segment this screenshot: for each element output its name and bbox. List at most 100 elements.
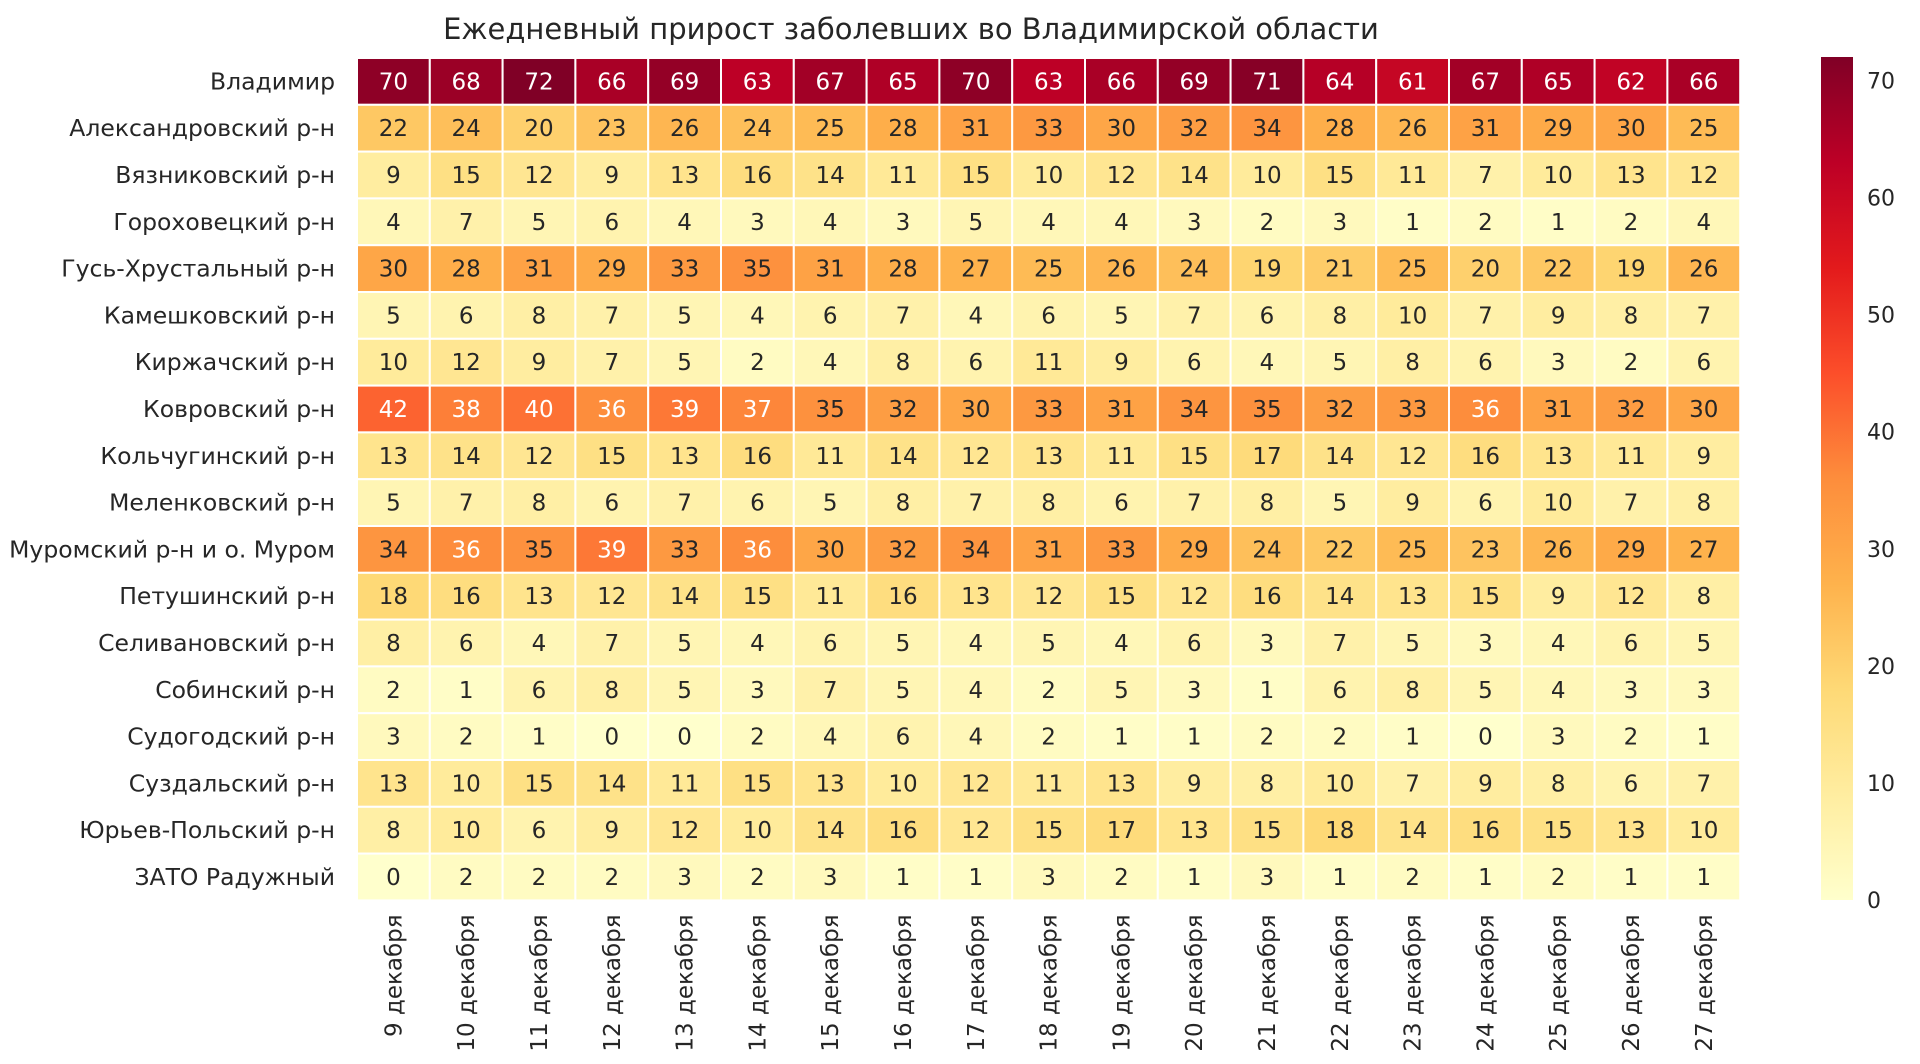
heatmap-cell [356, 103, 431, 153]
heatmap-cell [1520, 571, 1596, 621]
cell-value-label: 2 [532, 865, 547, 891]
cell-value-label: 8 [1696, 584, 1711, 610]
cell-value-label: 29 [1544, 116, 1573, 142]
cell-value-label: 5 [1114, 303, 1129, 329]
cell-value-label: 13 [1398, 584, 1427, 610]
cell-value-label: 40 [524, 397, 553, 423]
heatmap-cell [938, 337, 1014, 387]
cell-value-label: 8 [1551, 771, 1566, 797]
cell-value-label: 8 [532, 491, 547, 517]
cell-value-label: 34 [1180, 397, 1209, 423]
cell-value-label: 5 [968, 210, 983, 236]
column-label: 10 декабря [454, 914, 480, 1051]
cell-value-label: 9 [1551, 584, 1566, 610]
heatmap-cell [1448, 665, 1523, 715]
column-label: 13 декабря [673, 914, 699, 1051]
cell-value-label: 14 [1325, 444, 1354, 470]
cell-value-label: 1 [1696, 865, 1711, 891]
row-label: Судогодский р-н [127, 723, 335, 751]
column-label: 18 декабря [1037, 914, 1063, 1051]
heatmap-cell [647, 665, 723, 715]
cell-value-label: 33 [1107, 537, 1136, 563]
cell-value-label: 3 [823, 865, 838, 891]
heatmap-cell [1520, 291, 1596, 340]
heatmap-cell [1448, 525, 1523, 574]
cell-value-label: 1 [1114, 725, 1129, 751]
heatmap-cell [1666, 852, 1742, 902]
heatmap-cell [1593, 103, 1669, 153]
cell-value-label: 1 [896, 865, 911, 891]
cell-value-label: 6 [532, 818, 547, 844]
cell-value-label: 10 [452, 771, 481, 797]
cell-value-label: 5 [677, 631, 692, 657]
cell-value-label: 7 [1187, 491, 1202, 517]
cell-value-label: 5 [532, 210, 547, 236]
cell-value-label: 16 [743, 444, 772, 470]
row-label: Кольчугинский р-н [100, 442, 335, 470]
heatmap-cell [1011, 571, 1087, 621]
cell-value-label: 70 [961, 69, 990, 95]
cell-value-label: 15 [743, 584, 772, 610]
cell-value-label: 1 [1187, 725, 1202, 751]
cell-value-label: 3 [386, 725, 401, 751]
row-label: Гороховецкий р-н [113, 208, 335, 236]
cell-value-label: 3 [1041, 865, 1056, 891]
heatmap-cell [1448, 384, 1523, 434]
cell-value-label: 14 [816, 818, 845, 844]
heatmap-cell [356, 57, 431, 106]
heatmap-cell [1448, 852, 1523, 902]
heatmap-cell [865, 852, 941, 902]
heatmap-cell [1448, 150, 1523, 200]
cell-value-label: 6 [532, 678, 547, 704]
cell-value-label: 3 [1478, 631, 1493, 657]
heatmap-cell [356, 244, 431, 293]
cell-value-label: 12 [1107, 163, 1136, 189]
cell-value-label: 13 [379, 771, 408, 797]
cell-value-label: 10 [1544, 491, 1573, 517]
heatmap-cell [865, 571, 941, 621]
heatmap-cell [1448, 431, 1523, 481]
cell-value-label: 32 [1616, 397, 1645, 423]
column-label: 15 декабря [818, 914, 844, 1051]
cell-value-label: 6 [896, 725, 911, 751]
cell-value-label: 31 [1034, 537, 1063, 563]
heatmap-cell [1302, 665, 1378, 715]
heatmap-cell [356, 337, 431, 387]
heatmap-cell [1375, 759, 1450, 808]
cell-value-label: 70 [379, 69, 408, 95]
cell-value-label: 39 [670, 397, 699, 423]
cell-value-label: 8 [386, 631, 401, 657]
cell-value-label: 9 [1405, 491, 1420, 517]
cell-value-label: 20 [1471, 257, 1500, 283]
heatmap-cell [1666, 525, 1742, 574]
cell-value-label: 27 [961, 257, 990, 283]
heatmap-cell [501, 571, 577, 621]
cell-value-label: 28 [1325, 116, 1354, 142]
cell-value-label: 1 [1332, 865, 1347, 891]
column-label: 27 декабря [1692, 914, 1718, 1051]
heatmap-cell [1011, 57, 1087, 106]
cell-value-label: 4 [968, 631, 983, 657]
cell-value-label: 2 [1624, 210, 1639, 236]
cell-value-label: 8 [1260, 491, 1275, 517]
cell-value-label: 7 [459, 491, 474, 517]
cell-value-label: 30 [1616, 116, 1645, 142]
cell-value-label: 5 [896, 678, 911, 704]
cell-value-label: 32 [1180, 116, 1209, 142]
cell-value-label: 35 [524, 537, 553, 563]
heatmap-cell [1520, 478, 1596, 528]
cell-value-label: 5 [1478, 678, 1493, 704]
heatmap-cell [428, 571, 504, 621]
cell-value-label: 30 [961, 397, 990, 423]
column-label: 23 декабря [1401, 914, 1427, 1051]
heatmap-cell [792, 337, 868, 387]
heatmap-cell [1375, 150, 1450, 200]
heatmap-cell [720, 525, 795, 574]
cell-value-label: 8 [896, 350, 911, 376]
heatmap-cell [720, 384, 795, 434]
heatmap-cell [1302, 337, 1378, 387]
cell-value-label: 2 [1478, 210, 1493, 236]
heatmap-cell [1302, 384, 1378, 434]
column-label: 25 декабря [1546, 914, 1572, 1051]
heatmap-cell [792, 525, 868, 574]
